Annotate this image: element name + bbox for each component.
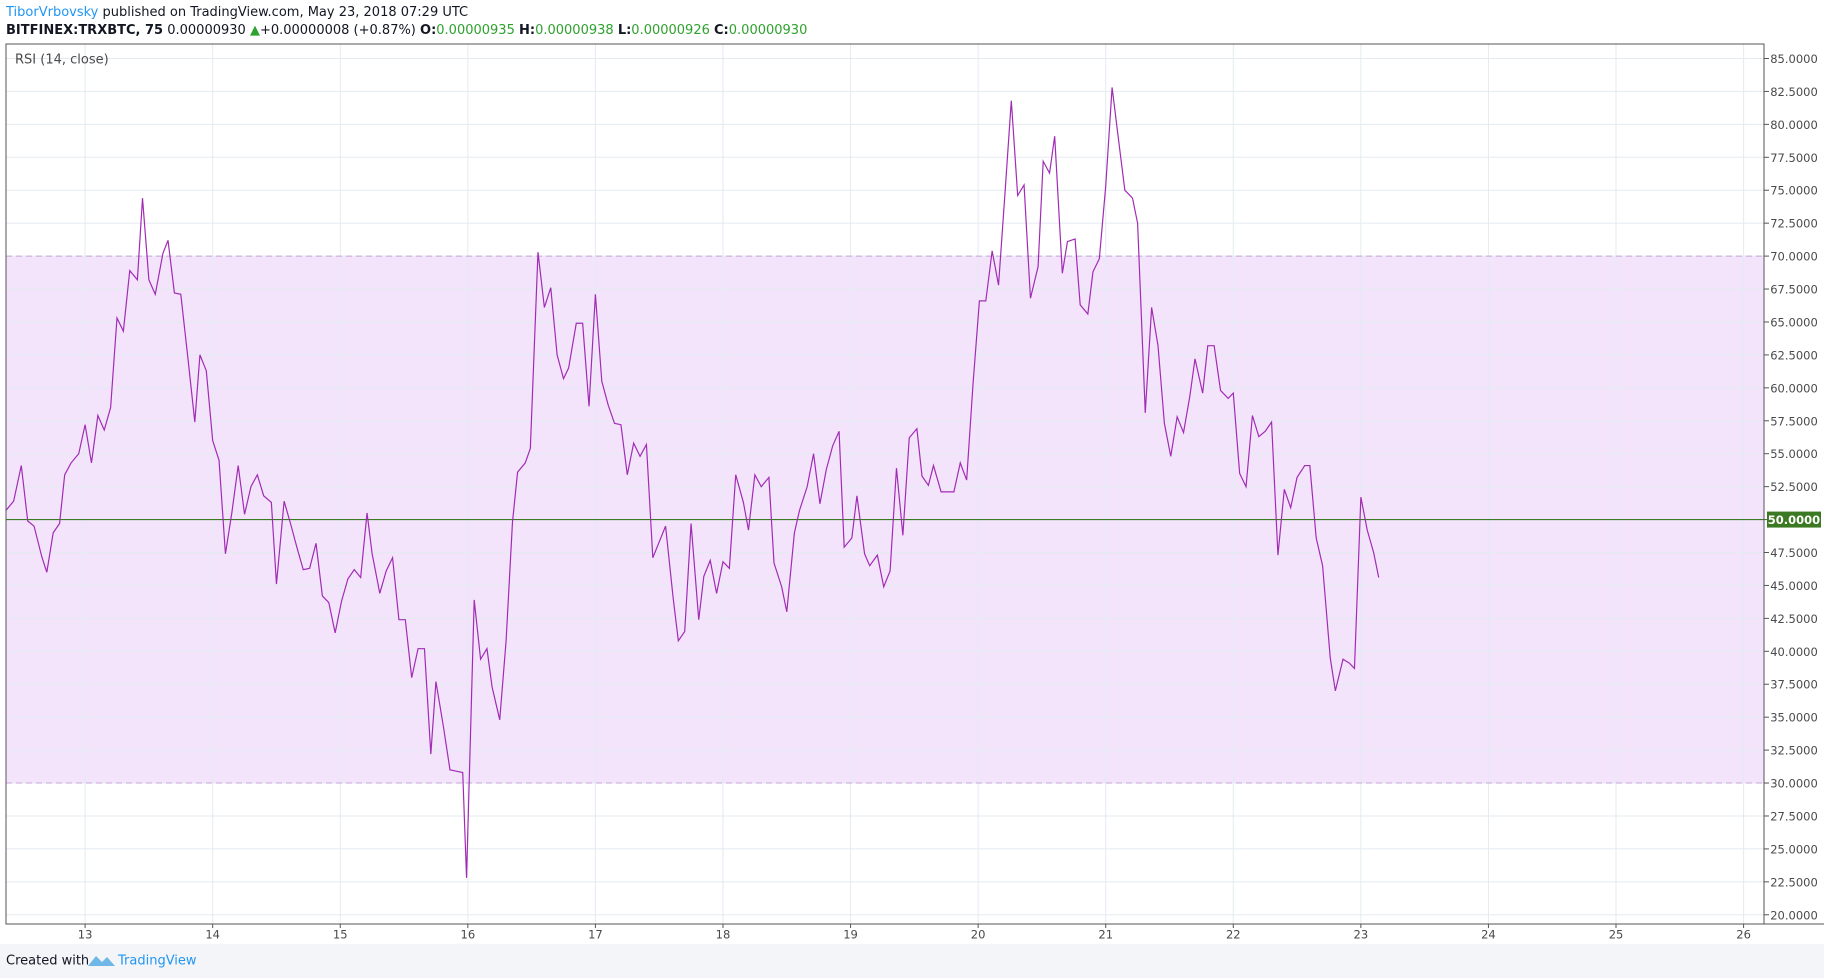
- close: 0.00000930: [729, 23, 808, 38]
- x-tick-label: 20: [971, 928, 986, 942]
- y-tick-label: 40.0000: [1770, 645, 1818, 659]
- y-tick-label: 85.0000: [1770, 52, 1818, 66]
- low-label: L:: [618, 23, 631, 38]
- open: 0.00000935: [436, 23, 515, 38]
- x-tick-label: 26: [1736, 928, 1751, 942]
- x-tick-label: 24: [1481, 928, 1496, 942]
- x-tick-label: 16: [461, 928, 476, 942]
- y-tick-label: 42.5000: [1770, 612, 1818, 626]
- low: 0.00000926: [631, 23, 710, 38]
- x-tick-label: 18: [716, 928, 731, 942]
- rsi-line: [6, 87, 1380, 878]
- x-tick-label: 23: [1354, 928, 1369, 942]
- header-line-1: TiborVrbovsky published on TradingView.c…: [5, 5, 468, 20]
- y-tick-label: 52.5000: [1770, 480, 1818, 494]
- y-tick-label: 37.5000: [1770, 678, 1818, 692]
- y-tick-label: 47.5000: [1770, 546, 1818, 560]
- author[interactable]: TiborVrbovsky: [5, 5, 99, 20]
- y-tick-label: 45.0000: [1770, 579, 1818, 593]
- high: 0.00000938: [535, 23, 614, 38]
- footer-brand[interactable]: TradingView: [117, 954, 197, 969]
- x-tick-label: 17: [588, 928, 603, 942]
- y-tick-label: 77.5000: [1770, 151, 1818, 165]
- close-label: C:: [714, 23, 729, 38]
- y-tick-label: 62.5000: [1770, 348, 1818, 362]
- published: published on TradingView.com, May 23, 20…: [103, 5, 469, 20]
- y-tick-label: 55.0000: [1770, 447, 1818, 461]
- y-tick-label: 50.0000: [1768, 513, 1820, 527]
- midline-label-box: [1767, 511, 1821, 528]
- footer-band: [0, 944, 1824, 978]
- x-tick-label: 25: [1609, 928, 1624, 942]
- x-tick-label: 22: [1226, 928, 1241, 942]
- y-tick-label: 32.5000: [1770, 744, 1818, 758]
- y-tick-label: 22.5000: [1770, 875, 1818, 889]
- y-tick-label: 72.5000: [1770, 217, 1818, 231]
- y-tick-label: 80.0000: [1770, 118, 1818, 132]
- header-line-2: BITFINEX:TRXBTC, 75 0.00000930 ▲+0.00000…: [6, 23, 807, 38]
- y-tick-label: 27.5000: [1770, 809, 1818, 823]
- arrow: ▲: [250, 23, 260, 38]
- x-tick-label: 14: [205, 928, 220, 942]
- change: +0.00000008 (+0.87%): [260, 23, 416, 38]
- open-label: O:: [420, 23, 436, 38]
- y-tick-label: 75.0000: [1770, 184, 1818, 198]
- y-tick-label: 20.0000: [1770, 908, 1818, 922]
- x-tick-label: 21: [1098, 928, 1113, 942]
- plot: 20.0000 22.5000 25.0000 27.5000 30.0000 32.50…: [5, 43, 1824, 942]
- y-tick-label: 70.0000: [1770, 250, 1818, 264]
- y-tick-label: 35.0000: [1770, 711, 1818, 725]
- y-tick-label: 67.5000: [1770, 283, 1818, 297]
- symbol: BITFINEX:TRXBTC, 75: [6, 23, 163, 38]
- y-tick-label: 25.0000: [1770, 842, 1818, 856]
- y-tick-label: 30.0000: [1770, 777, 1818, 791]
- high-label: H:: [519, 23, 535, 38]
- legend-entry: RSI (14, close): [15, 53, 109, 68]
- x-tick-label: 15: [333, 928, 348, 942]
- brand-logo: [88, 956, 115, 966]
- y-tick-label: 65.0000: [1770, 315, 1818, 329]
- y-tick-label: 57.5000: [1770, 414, 1818, 428]
- footer-created: Created with: [6, 954, 89, 969]
- last: 0.00000930: [167, 23, 246, 38]
- x-tick-label: 19: [843, 928, 858, 942]
- y-tick-label: 60.0000: [1770, 381, 1818, 395]
- y-tick-label: 82.5000: [1770, 85, 1818, 99]
- x-tick-label: 13: [78, 928, 93, 942]
